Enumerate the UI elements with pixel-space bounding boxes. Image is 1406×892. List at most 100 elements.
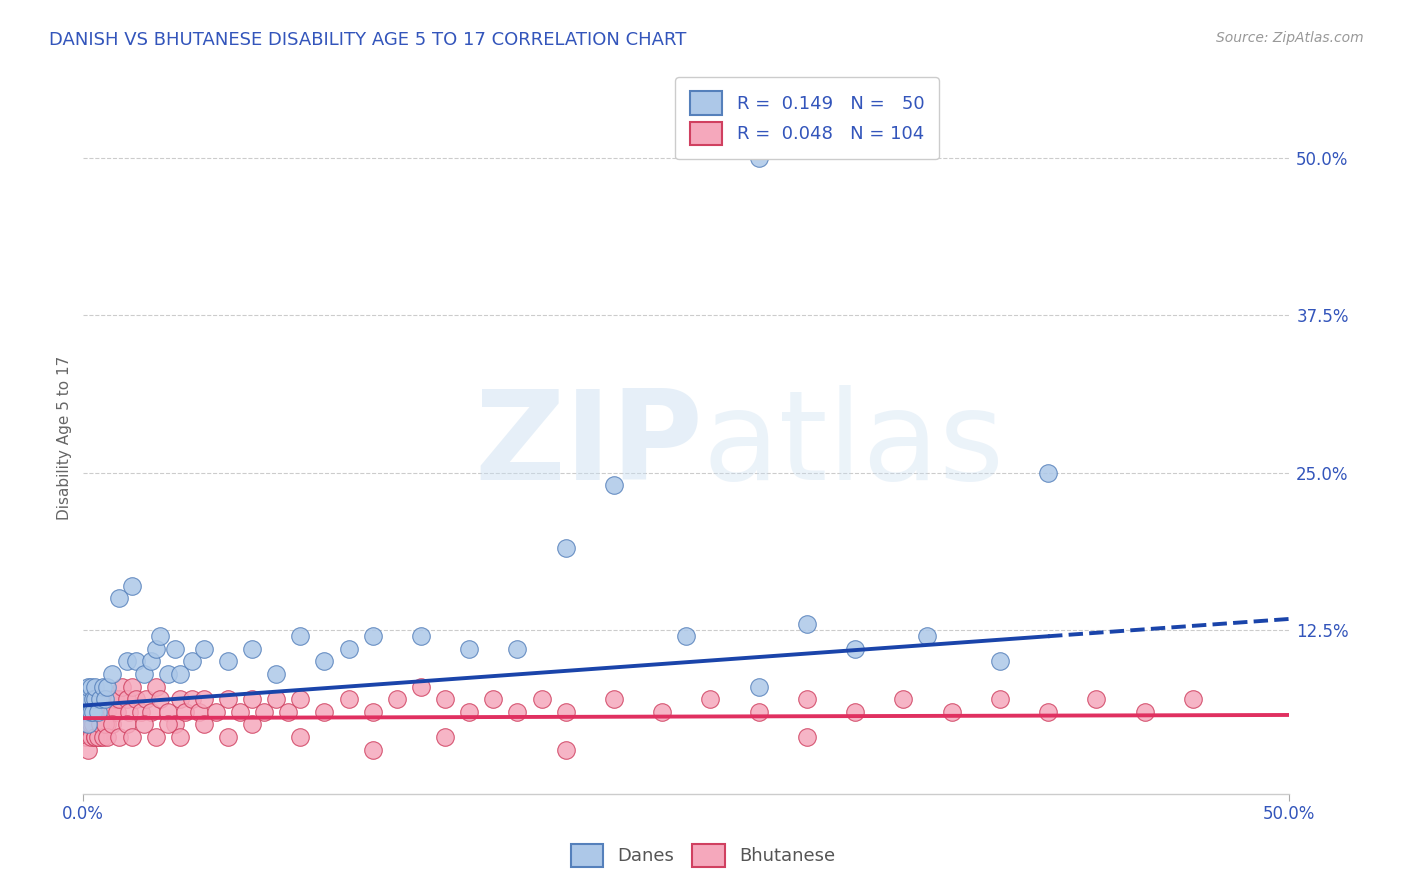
- Point: [89, 717, 111, 731]
- Point: [796, 616, 818, 631]
- Point: [193, 692, 215, 706]
- Point: [75, 692, 97, 706]
- Text: Source: ZipAtlas.com: Source: ZipAtlas.com: [1216, 31, 1364, 45]
- Point: [1181, 692, 1204, 706]
- Point: [79, 692, 101, 706]
- Point: [135, 692, 157, 706]
- Point: [314, 705, 336, 719]
- Point: [75, 730, 97, 744]
- Point: [458, 705, 481, 719]
- Point: [75, 705, 97, 719]
- Point: [82, 692, 104, 706]
- Point: [917, 629, 939, 643]
- Point: [173, 705, 195, 719]
- Point: [115, 692, 138, 706]
- Point: [169, 730, 191, 744]
- Point: [554, 541, 576, 555]
- Point: [748, 680, 770, 694]
- Point: [180, 655, 202, 669]
- Point: [98, 692, 121, 706]
- Point: [77, 742, 100, 756]
- Point: [75, 717, 97, 731]
- Point: [361, 705, 384, 719]
- Point: [314, 655, 336, 669]
- Point: [156, 705, 179, 719]
- Point: [125, 692, 148, 706]
- Point: [156, 717, 179, 731]
- Point: [482, 692, 505, 706]
- Point: [84, 730, 107, 744]
- Point: [409, 629, 432, 643]
- Point: [988, 692, 1011, 706]
- Point: [1036, 705, 1059, 719]
- Point: [89, 730, 111, 744]
- Point: [115, 717, 138, 731]
- Point: [217, 692, 239, 706]
- Point: [89, 692, 111, 706]
- Point: [94, 717, 117, 731]
- Legend: Danes, Bhutanese: Danes, Bhutanese: [564, 837, 842, 874]
- Point: [409, 680, 432, 694]
- Point: [79, 705, 101, 719]
- Point: [79, 717, 101, 731]
- Point: [84, 692, 107, 706]
- Point: [132, 717, 155, 731]
- Point: [84, 680, 107, 694]
- Point: [121, 730, 143, 744]
- Point: [290, 692, 312, 706]
- Point: [163, 641, 186, 656]
- Point: [94, 717, 117, 731]
- Point: [748, 151, 770, 165]
- Point: [84, 730, 107, 744]
- Point: [337, 641, 360, 656]
- Point: [385, 692, 408, 706]
- Point: [87, 717, 110, 731]
- Point: [290, 730, 312, 744]
- Point: [108, 692, 131, 706]
- Point: [361, 629, 384, 643]
- Point: [91, 730, 114, 744]
- Point: [169, 667, 191, 681]
- Point: [891, 692, 914, 706]
- Point: [82, 705, 104, 719]
- Point: [290, 629, 312, 643]
- Point: [139, 655, 162, 669]
- Point: [129, 705, 152, 719]
- Point: [217, 730, 239, 744]
- Point: [132, 667, 155, 681]
- Point: [603, 478, 626, 492]
- Point: [79, 705, 101, 719]
- Point: [91, 680, 114, 694]
- Point: [77, 692, 100, 706]
- Point: [844, 641, 866, 656]
- Point: [217, 655, 239, 669]
- Point: [101, 667, 124, 681]
- Point: [240, 692, 263, 706]
- Point: [96, 705, 118, 719]
- Point: [84, 705, 107, 719]
- Point: [149, 692, 172, 706]
- Point: [188, 705, 211, 719]
- Point: [277, 705, 299, 719]
- Point: [77, 680, 100, 694]
- Point: [163, 717, 186, 731]
- Point: [434, 692, 457, 706]
- Point: [87, 705, 110, 719]
- Point: [91, 705, 114, 719]
- Point: [506, 705, 529, 719]
- Point: [554, 742, 576, 756]
- Point: [111, 680, 134, 694]
- Point: [240, 641, 263, 656]
- Point: [121, 680, 143, 694]
- Point: [554, 705, 576, 719]
- Point: [1036, 466, 1059, 480]
- Point: [1085, 692, 1108, 706]
- Point: [118, 705, 141, 719]
- Point: [530, 692, 553, 706]
- Point: [101, 705, 124, 719]
- Point: [253, 705, 276, 719]
- Point: [180, 692, 202, 706]
- Point: [82, 717, 104, 731]
- Point: [156, 667, 179, 681]
- Point: [77, 717, 100, 731]
